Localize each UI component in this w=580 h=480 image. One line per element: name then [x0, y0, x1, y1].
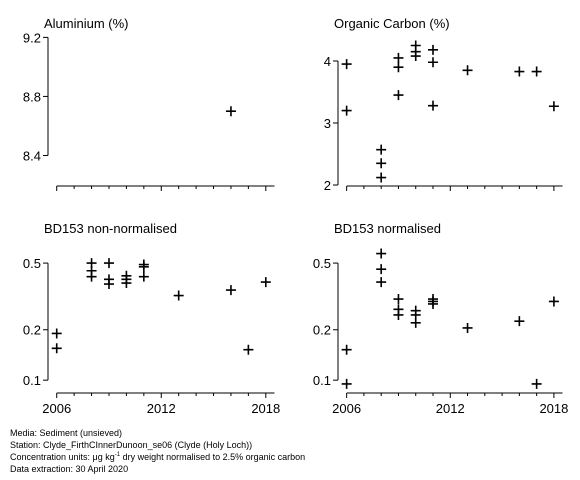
x-tick-label: 2012: [436, 401, 465, 416]
data-point: [462, 65, 473, 76]
data-point: [514, 66, 525, 77]
data-point: [173, 290, 184, 301]
footer-media: Media: Sediment (unsieved): [10, 428, 123, 438]
y-tick-label: 3: [324, 116, 331, 131]
data-point: [376, 172, 387, 183]
data-point: [138, 261, 149, 272]
footer-units-suffix: dry weight normalised to 2.5% organic ca…: [120, 452, 306, 462]
data-point: [393, 52, 404, 63]
data-point: [514, 316, 525, 327]
data-point: [243, 344, 254, 355]
data-point: [393, 294, 404, 305]
data-point: [51, 343, 62, 354]
footer-units-sup: -1: [114, 452, 121, 458]
y-tick-label: 8.4: [23, 148, 41, 163]
y-tick-label: 0.2: [23, 323, 41, 338]
x-tick-label: 2012: [147, 401, 176, 416]
data-point: [428, 57, 438, 68]
y-tick-label: 2: [324, 178, 331, 193]
data-point: [376, 144, 387, 155]
data-point: [428, 100, 438, 111]
data-point: [225, 106, 236, 117]
x-tick-label: 2018: [251, 401, 280, 416]
data-point: [376, 277, 387, 288]
x-tick-label: 2006: [42, 401, 71, 416]
data-point: [86, 271, 97, 282]
panel-0: Aluminium (%) 8.4 8.8 9.2: [23, 16, 275, 191]
y-tick-label: 4: [324, 54, 331, 69]
data-point: [260, 277, 271, 288]
data-point: [138, 271, 149, 282]
data-point: [462, 322, 473, 333]
data-point: [410, 317, 421, 328]
data-point: [376, 248, 387, 259]
footer-units: Concentration units: μg kg-1 dry weight …: [10, 452, 305, 463]
panel-3: BD153 normalised 0.1 0.2 0.5 2006 2012 2018: [313, 221, 568, 416]
y-tick-label: 0.1: [313, 373, 331, 388]
data-point: [341, 378, 352, 389]
data-point: [410, 51, 421, 62]
data-point: [51, 328, 62, 339]
y-tick-label: 0.5: [313, 256, 331, 271]
footer-extraction: Data extraction: 30 April 2020: [10, 464, 129, 474]
data-point: [103, 258, 114, 269]
data-point: [428, 298, 438, 309]
footer-units-prefix: Concentration units: μg kg: [10, 452, 115, 462]
data-point: [548, 101, 559, 112]
data-point: [341, 59, 352, 70]
footer-station: Station: Clyde_FirthCInnerDunoon_se06 (C…: [10, 440, 253, 450]
panel-title: Aluminium (%): [44, 16, 129, 31]
data-point: [393, 62, 404, 73]
data-point: [393, 309, 404, 320]
data-point: [376, 158, 387, 169]
x-tick-label: 2006: [332, 401, 361, 416]
data-point: [341, 344, 352, 355]
data-point: [548, 296, 559, 307]
y-tick-label: 0.2: [313, 323, 331, 338]
data-point: [376, 264, 387, 275]
panel-title: Organic Carbon (%): [334, 16, 450, 31]
data-point: [393, 90, 404, 101]
panel-2: BD153 non-normalised 0.1 0.2 0.5 2006 2012 201…: [23, 221, 280, 416]
data-point: [341, 105, 352, 116]
panel-title: BD153 normalised: [334, 221, 441, 236]
y-tick-label: 8.8: [23, 89, 41, 104]
x-tick-label: 2018: [539, 401, 568, 416]
data-point: [428, 44, 438, 55]
data-point: [225, 285, 236, 296]
data-point: [531, 66, 542, 77]
panel-1: Organic Carbon (%) 2 3 4: [324, 16, 563, 193]
panel-title: BD153 non-normalised: [44, 221, 177, 236]
y-tick-label: 0.5: [23, 256, 41, 271]
y-tick-label: 0.1: [23, 373, 41, 388]
data-point: [103, 279, 114, 290]
data-point: [121, 278, 132, 289]
y-tick-label: 9.2: [23, 30, 41, 45]
data-point: [531, 378, 542, 389]
